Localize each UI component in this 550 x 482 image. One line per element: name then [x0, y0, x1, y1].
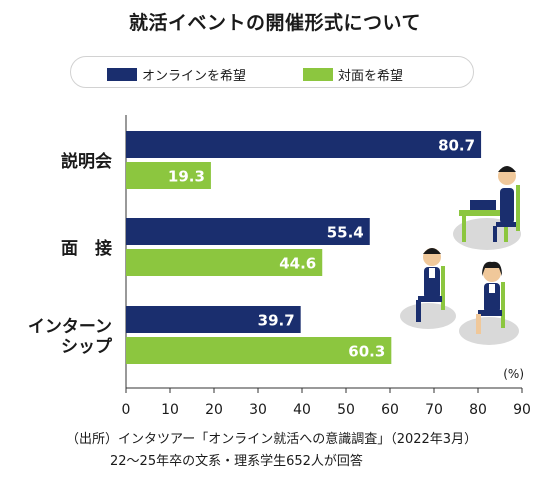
legend-item-in-person: 対面を希望 — [303, 65, 403, 84]
x-tick-label: 80 — [469, 402, 487, 418]
x-tick-label: 20 — [205, 402, 223, 418]
bar-online — [126, 131, 482, 158]
bar-in-person — [126, 249, 323, 276]
x-tick-label: 30 — [249, 402, 267, 418]
data-label: 55.4 — [327, 224, 364, 242]
bar-in-person — [126, 162, 211, 189]
category-label: 面 接 — [61, 238, 112, 259]
people-illustration — [400, 166, 521, 345]
category-label: インターン — [28, 317, 112, 337]
data-label: 19.3 — [168, 168, 205, 186]
legend-swatch-in-person — [303, 68, 333, 81]
x-tick-label: 40 — [293, 402, 311, 418]
unit-label: (%) — [503, 367, 524, 381]
bar-online — [126, 218, 370, 245]
seated-man-icon — [400, 248, 456, 329]
data-label: 39.7 — [258, 312, 295, 330]
data-label: 60.3 — [348, 343, 385, 361]
seated-woman-icon — [459, 261, 519, 345]
category-label: シップ — [61, 336, 113, 357]
source-note: （出所）インタツアー「オンライン就活への意識調査」（2022年3月） — [66, 432, 478, 447]
data-label: 80.7 — [438, 137, 475, 155]
x-tick-label: 60 — [381, 402, 399, 418]
legend-label-online: オンラインを希望 — [142, 69, 247, 84]
respondents-note: 22～25年卒の文系・理系学生652人が回答 — [110, 454, 363, 469]
x-tick-label: 50 — [337, 402, 355, 418]
legend: オンラインを希望 対面を希望 — [70, 56, 474, 88]
legend-label-in-person: 対面を希望 — [338, 69, 404, 84]
legend-item-online: オンラインを希望 — [107, 65, 246, 84]
category-label: 説明会 — [61, 151, 112, 172]
legend-swatch-online — [107, 68, 137, 81]
x-tick-label: 70 — [425, 402, 443, 418]
x-tick-label: 90 — [513, 402, 531, 418]
bar-in-person — [126, 337, 392, 364]
x-tick-label: 0 — [122, 402, 131, 418]
desk-laptop-person-icon — [453, 166, 521, 250]
bar-online — [126, 306, 301, 333]
data-label: 44.6 — [279, 255, 316, 273]
chart-title: 就活イベントの開催形式について — [129, 12, 421, 34]
x-tick-label: 10 — [161, 402, 179, 418]
bar-chart: 0 10 20 30 40 50 60 70 80 90 (%) 80.7 19.3 説明会 55.4 44.… — [28, 115, 531, 418]
